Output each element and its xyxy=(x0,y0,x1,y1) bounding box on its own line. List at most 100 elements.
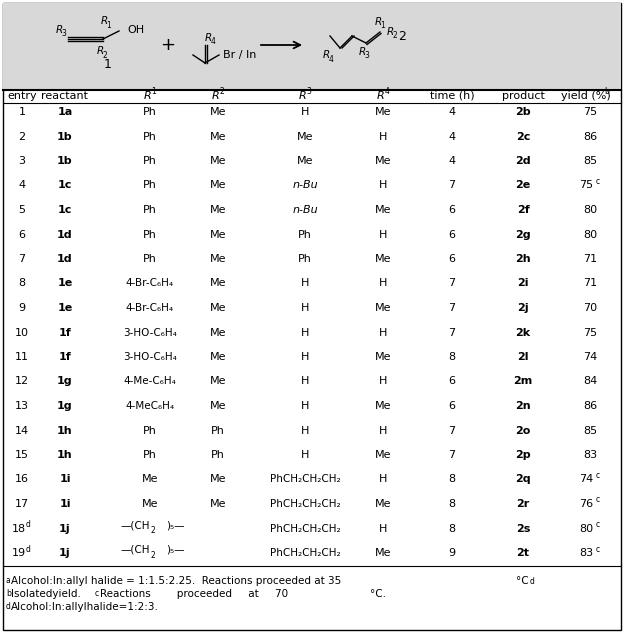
Text: Me: Me xyxy=(297,132,313,142)
Text: 2h: 2h xyxy=(515,254,531,264)
Text: 7: 7 xyxy=(449,180,456,191)
Text: °C: °C xyxy=(516,577,529,587)
Text: 3: 3 xyxy=(19,156,26,166)
Text: 74: 74 xyxy=(583,352,597,362)
Text: 2: 2 xyxy=(398,30,406,44)
Text: 1b: 1b xyxy=(57,156,73,166)
Text: 4: 4 xyxy=(449,132,456,142)
Text: Me: Me xyxy=(375,352,391,362)
Text: 1: 1 xyxy=(381,22,386,30)
Text: entry: entry xyxy=(7,91,37,101)
Text: Ph: Ph xyxy=(143,450,157,460)
Text: 4: 4 xyxy=(384,87,389,96)
Text: H: H xyxy=(301,377,309,387)
Text: 2m: 2m xyxy=(514,377,533,387)
Text: time (h): time (h) xyxy=(430,91,474,101)
Text: 1g: 1g xyxy=(57,401,73,411)
Text: 85: 85 xyxy=(583,425,597,436)
Text: Ph: Ph xyxy=(211,450,225,460)
Text: H: H xyxy=(379,327,387,337)
Text: Ph: Ph xyxy=(143,107,157,117)
Text: 4: 4 xyxy=(449,156,456,166)
Text: 1e: 1e xyxy=(57,279,72,289)
Text: c: c xyxy=(95,589,99,598)
Text: Ph: Ph xyxy=(143,425,157,436)
Text: Ph: Ph xyxy=(211,425,225,436)
Text: 19: 19 xyxy=(12,548,26,558)
Text: 4-MeC₆H₄: 4-MeC₆H₄ xyxy=(125,401,175,411)
Text: 75: 75 xyxy=(583,107,597,117)
Text: OH: OH xyxy=(127,25,144,35)
Text: °C.: °C. xyxy=(370,589,386,599)
Text: 4-Me-C₆H₄: 4-Me-C₆H₄ xyxy=(124,377,177,387)
Text: H: H xyxy=(379,132,387,142)
Text: 6: 6 xyxy=(449,230,456,239)
Text: PhCH₂CH₂CH₂: PhCH₂CH₂CH₂ xyxy=(270,475,340,484)
Text: 80: 80 xyxy=(579,523,593,534)
Text: reactant: reactant xyxy=(42,91,89,101)
Text: 2p: 2p xyxy=(515,450,531,460)
Text: c: c xyxy=(596,177,600,186)
Text: H: H xyxy=(379,230,387,239)
Text: 18: 18 xyxy=(12,523,26,534)
Text: Me: Me xyxy=(375,303,391,313)
Text: 2d: 2d xyxy=(515,156,531,166)
Text: 6: 6 xyxy=(449,377,456,387)
Text: Br / In: Br / In xyxy=(223,50,256,60)
Text: 1: 1 xyxy=(104,58,112,72)
Text: 1h: 1h xyxy=(57,450,73,460)
Text: 83: 83 xyxy=(579,548,593,558)
Text: 2: 2 xyxy=(220,87,225,96)
Text: Me: Me xyxy=(375,107,391,117)
Text: PhCH₂CH₂CH₂: PhCH₂CH₂CH₂ xyxy=(270,548,340,558)
Text: Me: Me xyxy=(210,107,227,117)
Text: 1g: 1g xyxy=(57,377,73,387)
Text: H: H xyxy=(301,279,309,289)
Text: 86: 86 xyxy=(583,401,597,411)
Text: 7: 7 xyxy=(19,254,26,264)
Text: 76: 76 xyxy=(579,499,593,509)
Text: 2t: 2t xyxy=(517,548,530,558)
Text: c: c xyxy=(596,520,600,529)
Text: Me: Me xyxy=(375,401,391,411)
Text: H: H xyxy=(301,303,309,313)
Text: 1a: 1a xyxy=(57,107,72,117)
Text: H: H xyxy=(301,327,309,337)
Text: Me: Me xyxy=(210,254,227,264)
Text: 16: 16 xyxy=(15,475,29,484)
Text: H: H xyxy=(379,377,387,387)
Text: 3-HO-C₆H₄: 3-HO-C₆H₄ xyxy=(123,327,177,337)
Text: d: d xyxy=(26,520,31,529)
Text: 74: 74 xyxy=(579,475,593,484)
Text: R: R xyxy=(323,50,329,60)
Text: c: c xyxy=(596,496,600,505)
Text: Me: Me xyxy=(210,475,227,484)
Text: 7: 7 xyxy=(449,450,456,460)
Text: H: H xyxy=(379,425,387,436)
Text: Alcohol:In:allyl halide = 1:1.5:2.25.  Reactions proceeded at 35: Alcohol:In:allyl halide = 1:1.5:2.25. Re… xyxy=(11,577,341,587)
Text: d: d xyxy=(26,544,31,553)
Text: yield (%): yield (%) xyxy=(561,91,611,101)
Text: 75: 75 xyxy=(583,327,597,337)
Text: Me: Me xyxy=(210,132,227,142)
Text: Ph: Ph xyxy=(143,132,157,142)
Bar xyxy=(3,3,621,90)
Text: 9: 9 xyxy=(19,303,26,313)
Text: Me: Me xyxy=(142,475,158,484)
Text: 1d: 1d xyxy=(57,254,73,264)
Text: H: H xyxy=(301,401,309,411)
Text: Me: Me xyxy=(375,548,391,558)
Text: 1h: 1h xyxy=(57,425,73,436)
Text: Me: Me xyxy=(210,499,227,509)
Text: 2: 2 xyxy=(392,32,397,41)
Text: 6: 6 xyxy=(449,205,456,215)
Text: 2g: 2g xyxy=(515,230,531,239)
Text: H: H xyxy=(301,107,309,117)
Text: 2: 2 xyxy=(102,51,107,60)
Text: 4: 4 xyxy=(210,37,215,46)
Text: 5: 5 xyxy=(19,205,26,215)
Text: Ph: Ph xyxy=(298,230,312,239)
Text: d: d xyxy=(530,577,535,587)
Text: Me: Me xyxy=(210,156,227,166)
Text: 1: 1 xyxy=(107,20,111,30)
